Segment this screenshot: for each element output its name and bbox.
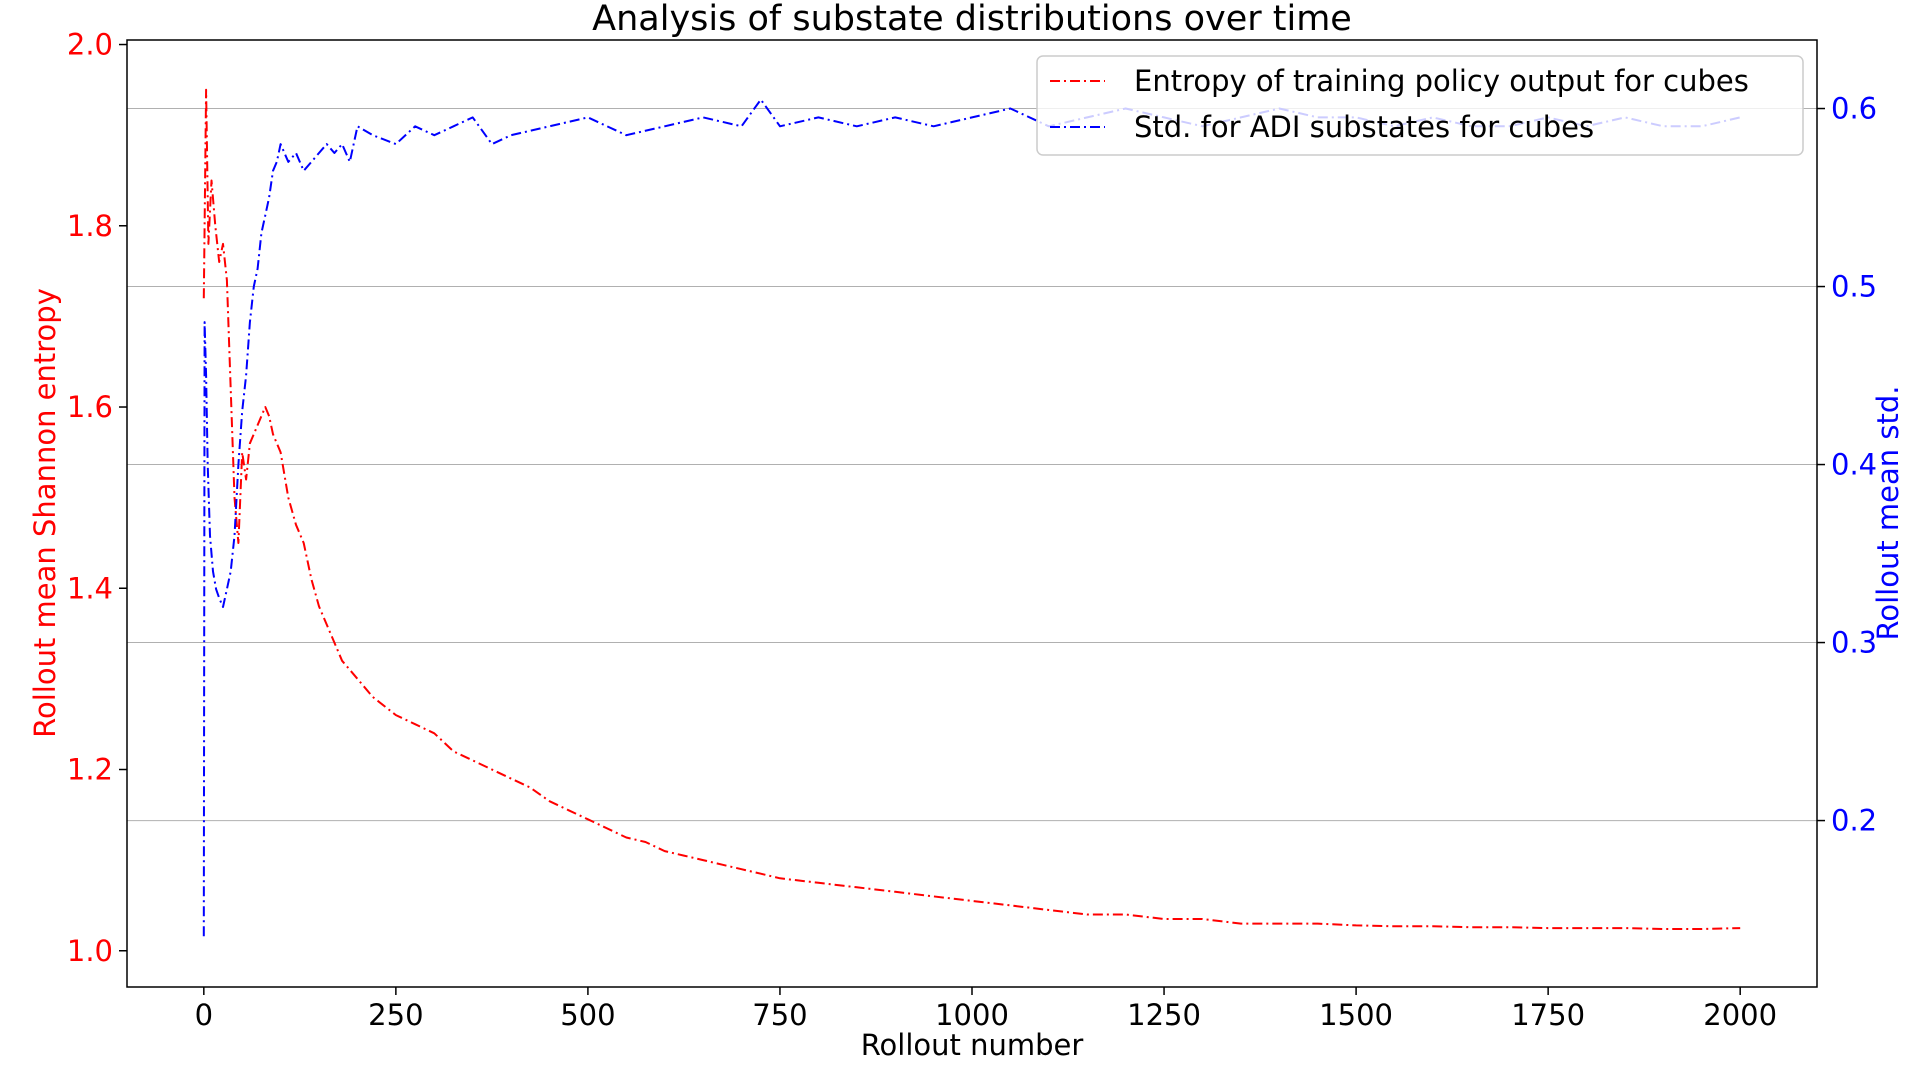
legend-label-entropy: Entropy of training policy output for cu…	[1134, 64, 1749, 98]
right-y-tick-label-1: 0.3	[1831, 626, 1877, 660]
x-tick-label-4: 1000	[935, 998, 1009, 1032]
right-y-tick-label-3: 0.5	[1831, 270, 1877, 304]
x-tick-label-6: 1500	[1319, 998, 1393, 1032]
left-y-axis-label: Rollout mean Shannon entropy	[28, 288, 62, 738]
x-tick-label-5: 1250	[1127, 998, 1201, 1032]
right-y-axis: 0.2 0.3 0.4 0.5 0.6	[1817, 92, 1877, 838]
series-layer	[202, 88, 1741, 937]
x-tick-label-0: 0	[195, 998, 213, 1032]
right-y-tick-label-2: 0.4	[1831, 448, 1877, 482]
series-line-std	[202, 98, 1741, 937]
left-y-tick-label-1: 1.2	[67, 753, 113, 787]
left-y-tick-label-3: 1.6	[67, 390, 113, 424]
x-tick-label-2: 500	[560, 998, 615, 1032]
legend: Entropy of training policy output for cu…	[1036, 55, 1804, 156]
x-tick-label-3: 750	[752, 998, 807, 1032]
left-y-axis: 1.0 1.2 1.4 1.6 1.8 2.0	[67, 28, 127, 968]
legend-label-std: Std. for ADI substates for cubes	[1134, 110, 1594, 144]
chart-title: Analysis of substate distributions over …	[592, 0, 1352, 39]
left-y-tick-label-5: 2.0	[67, 28, 113, 62]
x-axis-label: Rollout number	[861, 1028, 1084, 1062]
right-y-tick-label-4: 0.6	[1831, 92, 1877, 126]
x-tick-label-8: 2000	[1703, 998, 1777, 1032]
x-tick-label-1: 250	[368, 998, 423, 1032]
series-line-entropy	[202, 88, 1741, 930]
left-y-tick-label-0: 1.0	[67, 934, 113, 968]
grid-layer	[127, 108, 1817, 822]
legend-box	[1036, 55, 1804, 156]
right-y-tick-label-0: 0.2	[1831, 804, 1877, 838]
x-tick-label-7: 1750	[1511, 998, 1585, 1032]
left-y-tick-label-4: 1.8	[67, 209, 113, 243]
left-y-tick-label-2: 1.4	[67, 571, 113, 605]
right-y-axis-label: Rollout mean std.	[1871, 386, 1905, 641]
plot-frame	[126, 39, 1818, 988]
x-axis: 0 250 500 750 1000 1250 1500 1750 2000	[195, 987, 1777, 1032]
